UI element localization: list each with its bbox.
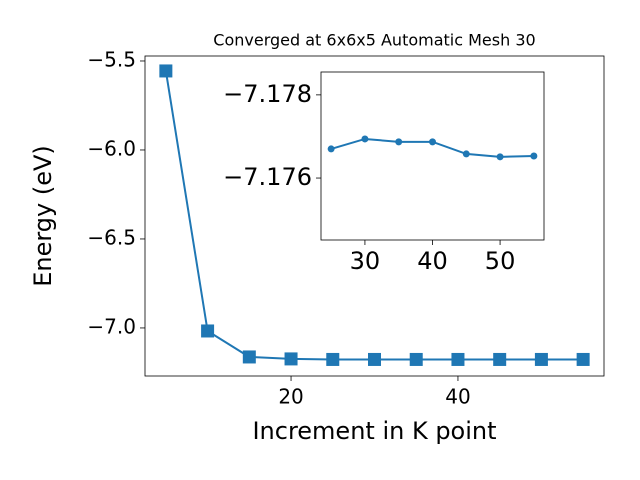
y-tick-label: −7.176	[223, 163, 312, 191]
x-tick-label: 40	[445, 385, 470, 409]
x-tick-label: 30	[350, 247, 381, 275]
marker	[327, 145, 335, 153]
marker	[368, 352, 381, 366]
y-tick-label: −6.5	[87, 225, 136, 249]
marker	[326, 352, 340, 366]
marker	[159, 64, 173, 78]
y-tick-label: −6.0	[87, 136, 136, 160]
marker	[284, 352, 298, 366]
axes-frame	[144, 55, 605, 377]
y-tick-label: −7.178	[223, 80, 312, 108]
marker	[496, 153, 504, 161]
marker	[493, 352, 507, 366]
x-tick-label: 50	[485, 247, 516, 275]
marker	[462, 150, 470, 158]
axes-frame	[320, 71, 545, 241]
marker	[361, 135, 369, 143]
marker	[395, 138, 403, 146]
marker	[429, 138, 436, 146]
chart-title: Converged at 6x6x5 Automatic Mesh 30	[213, 31, 535, 50]
y-tick-label: −7.0	[87, 314, 136, 338]
y-axis-label: Energy (eV)	[29, 145, 57, 287]
marker	[576, 352, 590, 366]
marker	[451, 352, 465, 366]
marker	[534, 352, 548, 366]
marker	[201, 324, 215, 338]
x-axis-label: Increment in K point	[252, 417, 496, 445]
marker	[242, 350, 256, 364]
marker	[409, 352, 423, 366]
x-tick-label: 40	[417, 247, 448, 275]
y-tick-label: −5.5	[87, 47, 136, 71]
marker	[530, 152, 538, 160]
x-tick-label: 20	[278, 385, 303, 409]
